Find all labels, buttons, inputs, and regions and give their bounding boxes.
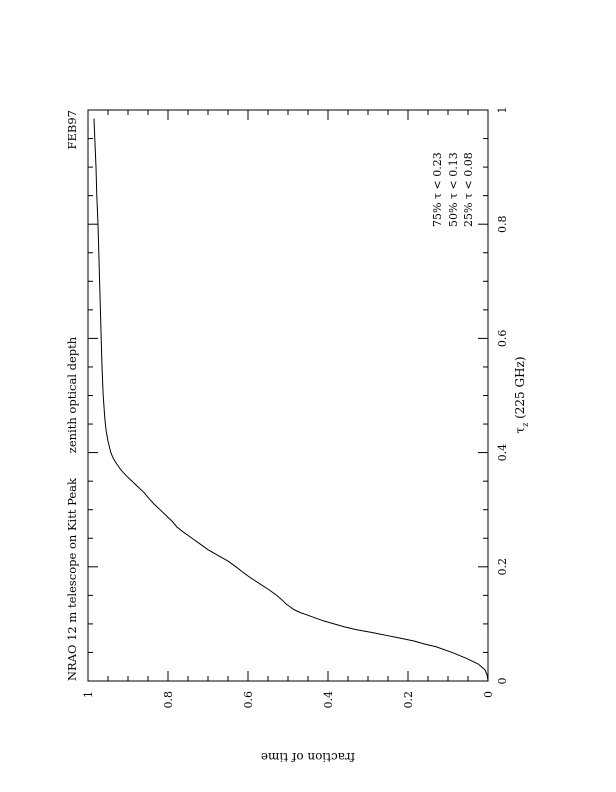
x-tick-group: 0 0.2 0.4 0.6 0.8 1: [88, 107, 509, 685]
y-tick-label: 0.2: [402, 691, 415, 709]
x-axis-title-tau: τ: [513, 427, 527, 434]
plot-frame: [87, 109, 489, 682]
x-tick-label: 0.8: [496, 215, 509, 233]
x-axis-title-subscript: z: [521, 423, 530, 427]
annotation-75: 75% τ < 0.23: [431, 152, 444, 227]
x-tick-label: 0: [496, 678, 509, 685]
y-tick-label: 0.4: [322, 691, 335, 709]
title-right: FEB97: [65, 110, 79, 149]
annotation-50: 50% τ < 0.13: [447, 152, 460, 227]
annotation-25: 25% τ < 0.08: [462, 152, 475, 227]
x-axis-title: τz (225 GHz): [513, 356, 530, 433]
title-left: NRAO 12 m telescope on Kitt Peak: [65, 477, 79, 681]
title-center: zenith optical depth: [65, 336, 79, 453]
y-tick-label: 0: [482, 691, 495, 698]
x-tick-label: 0.4: [496, 444, 509, 462]
cumulative-fraction-line: [93, 118, 489, 682]
y-tick-group: 0 0.2 0.4 0.6 0.8 1: [82, 110, 495, 709]
x-tick-label: 0.6: [496, 330, 509, 348]
x-tick-label: 0.2: [496, 558, 509, 576]
y-axis-title: fraction of time: [261, 750, 355, 764]
x-axis-title-rest: (225 GHz): [513, 356, 527, 422]
y-tick-label: 0.6: [242, 691, 255, 709]
y-tick-label: 1: [82, 691, 95, 698]
y-tick-label: 0.8: [162, 691, 175, 709]
x-tick-label: 1: [496, 107, 509, 114]
